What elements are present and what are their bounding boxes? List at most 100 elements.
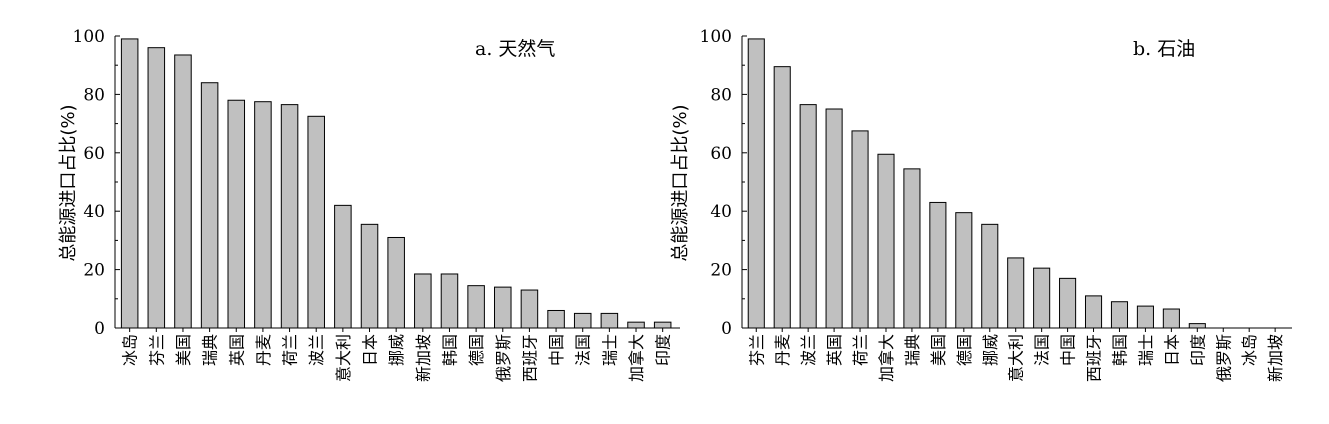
x-category-label: 日本: [361, 334, 380, 366]
y-tick-label: 60: [710, 144, 732, 164]
bar: [1110, 301, 1129, 329]
y-tick-label: 80: [710, 85, 732, 105]
x-category-label: 荷兰: [281, 334, 300, 366]
x-category-label: 德国: [955, 334, 974, 366]
panel-oil: 总能源进口占比(%) b. 石油 0 20 40 60 80 100 芬兰 丹麦 波兰 英国 荷兰加…: [670, 27, 1292, 382]
x-category-label: 英国: [227, 334, 246, 366]
y-tick-label: 0: [721, 319, 732, 339]
bar: [1188, 323, 1206, 329]
x-category-label: 俄罗斯: [1214, 334, 1233, 382]
x-category-label: 西班牙: [520, 334, 539, 382]
bar: [387, 236, 405, 329]
bar: [174, 54, 192, 329]
y-tick-label: 40: [83, 202, 105, 222]
y-tick-label: 60: [83, 144, 105, 164]
bar: [227, 99, 246, 329]
x-category-label: 德国: [467, 334, 486, 366]
bar: [280, 104, 299, 329]
x-category-label: 日本: [1162, 334, 1181, 366]
x-category-label: 英国: [825, 334, 844, 366]
bar: [1059, 277, 1077, 329]
bar: [520, 289, 539, 329]
bar: [360, 223, 379, 329]
bar: [929, 201, 947, 329]
x-category-label: 中国: [1059, 334, 1078, 366]
bar: [981, 223, 999, 329]
bar: [254, 101, 272, 329]
y-tick-label: 80: [83, 85, 105, 105]
y-axis-label: 总能源进口占比(%): [670, 104, 691, 261]
bar: [467, 285, 485, 329]
y-tick-label: 0: [94, 319, 105, 339]
y-tick-label: 20: [83, 261, 105, 281]
bar: [547, 309, 565, 329]
y-tick-label: 100: [73, 27, 105, 47]
x-category-label: 法国: [1033, 334, 1052, 366]
bar: [1033, 267, 1051, 329]
x-category-label: 中国: [547, 334, 566, 366]
x-category-label: 意大利: [334, 334, 353, 382]
x-category-label: 荷兰: [851, 334, 870, 366]
bar: [825, 108, 843, 329]
x-category-label: 印度: [1188, 334, 1207, 366]
x-category-label: 丹麦: [773, 334, 792, 366]
x-category-label: 加拿大: [627, 334, 646, 382]
x-category-label: 印度: [654, 334, 673, 366]
x-category-label: 波兰: [307, 334, 326, 366]
x-category-label: 挪威: [387, 334, 406, 366]
x-category-label: 瑞典: [903, 334, 922, 366]
x-category-label: 韩国: [440, 334, 459, 366]
bar: [120, 38, 139, 329]
bar: [955, 212, 973, 329]
x-category-label: 韩国: [1110, 334, 1129, 366]
x-category-label: 波兰: [799, 334, 818, 366]
y-tick-label: 100: [700, 27, 732, 47]
bar: [799, 104, 817, 329]
x-category-label: 芬兰: [747, 334, 766, 366]
bar: [334, 204, 352, 329]
bar: [851, 130, 869, 329]
bar: [747, 38, 765, 329]
x-category-label: 美国: [174, 334, 193, 366]
bar: [600, 312, 619, 329]
x-category-label: 瑞士: [1136, 334, 1155, 366]
bar: [1084, 295, 1103, 329]
panel-natural-gas: 总能源进口占比(%) a. 天然气 0 20 40 60 80 100 冰岛 芬兰 美国 瑞典 英国…: [58, 27, 680, 382]
bar: [200, 82, 219, 329]
x-category-label: 法国: [574, 334, 593, 366]
x-category-label: 意大利: [1007, 334, 1026, 382]
bar: [440, 273, 459, 329]
panel-title: a. 天然气: [475, 38, 555, 60]
bar: [773, 66, 791, 329]
x-category-label: 丹麦: [254, 334, 273, 366]
x-category-label: 俄罗斯: [494, 334, 513, 382]
x-category-label: 瑞典: [201, 334, 220, 366]
bar: [573, 312, 592, 329]
bar: [877, 153, 895, 329]
bar: [653, 321, 672, 329]
y-tick-label: 40: [710, 202, 732, 222]
bar: [1162, 308, 1180, 329]
x-category-label: 加拿大: [877, 334, 896, 382]
x-category-label: 新加坡: [414, 334, 433, 382]
x-category-label: 冰岛: [1240, 334, 1259, 366]
panel-title: b. 石油: [1133, 38, 1195, 60]
bar: [903, 168, 921, 329]
x-category-label: 挪威: [981, 334, 1000, 366]
bar: [627, 321, 645, 329]
y-axis-label: 总能源进口占比(%): [58, 104, 79, 261]
bar: [1007, 257, 1025, 329]
x-category-label: 瑞士: [600, 334, 619, 366]
x-category-label: 美国: [929, 334, 948, 366]
x-category-label: 冰岛: [121, 334, 140, 366]
bar: [494, 286, 512, 329]
bar: [414, 273, 432, 329]
bar: [1136, 305, 1154, 329]
x-category-label: 西班牙: [1085, 334, 1104, 382]
y-tick-label: 20: [710, 261, 732, 281]
bar: [147, 47, 166, 329]
bar: [307, 115, 325, 329]
x-category-label: 新加坡: [1266, 334, 1285, 382]
